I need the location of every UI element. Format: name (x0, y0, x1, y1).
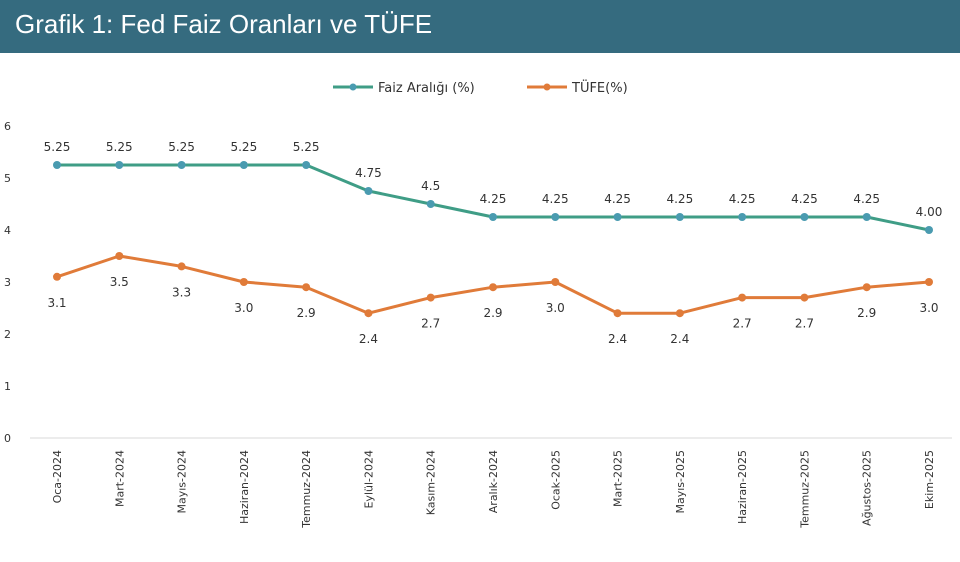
x-tick-label: Aralık-2024 (487, 450, 500, 513)
data-label: 2.9 (297, 306, 316, 320)
data-label: 2.7 (795, 317, 814, 331)
data-point (426, 200, 435, 208)
y-tick-label: 4 (4, 224, 11, 237)
data-label: 2.7 (421, 317, 440, 331)
y-tick-label: 0 (4, 432, 11, 445)
data-point (115, 161, 124, 169)
y-tick-label: 5 (4, 172, 11, 185)
data-label: 4.00 (916, 205, 943, 219)
x-tick-label: Mart-2025 (612, 450, 625, 507)
chart-title: Grafik 1: Fed Faiz Oranları ve TÜFE (15, 9, 433, 39)
data-label: 4.25 (480, 192, 507, 206)
data-point (551, 213, 560, 221)
data-point (302, 283, 311, 292)
data-label: 2.9 (483, 306, 502, 320)
y-tick-label: 1 (4, 380, 11, 393)
data-label: 4.75 (355, 166, 382, 180)
x-tick-label: Eylül-2024 (362, 450, 375, 509)
data-point (800, 213, 809, 221)
data-label: 4.25 (729, 192, 756, 206)
data-label: 5.25 (44, 140, 71, 154)
data-label: 4.25 (604, 192, 631, 206)
data-point (738, 213, 747, 221)
data-point (551, 278, 560, 286)
data-point (738, 293, 747, 302)
data-label: 2.9 (857, 306, 876, 320)
legend-marker-1 (543, 83, 551, 91)
data-point (53, 272, 61, 281)
data-label: 4.25 (791, 192, 818, 206)
data-label: 5.25 (293, 140, 320, 154)
data-point (675, 213, 684, 221)
data-label: 3.0 (919, 301, 938, 315)
data-point (675, 309, 684, 318)
legend-label-0: Faiz Aralığı (%) (378, 81, 475, 96)
title-bar: Grafik 1: Fed Faiz Oranları ve TÜFE (0, 0, 960, 53)
data-label: 5.25 (230, 140, 257, 154)
y-tick-label: 3 (4, 276, 11, 289)
y-tick-label: 6 (4, 120, 11, 133)
x-tick-label: Mayıs-2025 (674, 450, 687, 514)
data-point (177, 161, 186, 169)
data-label: 2.4 (670, 332, 689, 346)
data-point (426, 293, 435, 302)
data-point (925, 278, 933, 286)
data-point (800, 293, 809, 302)
x-tick-label: Mayıs-2024 (176, 450, 189, 514)
data-point (862, 213, 871, 221)
legend-marker-0 (349, 83, 357, 91)
data-label: 4.25 (542, 192, 569, 206)
data-point (53, 161, 61, 169)
data-label: 2.4 (608, 332, 627, 346)
data-point (115, 252, 124, 260)
data-point (613, 309, 622, 318)
data-point (489, 283, 497, 292)
y-tick-label: 2 (4, 328, 11, 341)
data-label: 3.1 (47, 296, 66, 310)
x-tick-label: Oca-2024 (51, 450, 64, 503)
data-point (364, 309, 373, 318)
data-label: 2.7 (733, 317, 752, 331)
data-label: 4.5 (421, 179, 440, 193)
data-label: 3.0 (234, 301, 253, 315)
x-tick-label: Temmuz-2025 (798, 450, 811, 529)
x-tick-label: Temmuz-2024 (300, 450, 313, 529)
data-point (177, 262, 186, 271)
data-point (239, 278, 248, 286)
data-point (239, 161, 248, 169)
data-label: 4.25 (666, 192, 693, 206)
data-point (925, 226, 933, 234)
data-label: 3.5 (110, 275, 129, 289)
legend-label-1: TÜFE(%) (571, 79, 628, 96)
data-label: 5.25 (106, 140, 133, 154)
x-tick-label: Ekim-2025 (923, 450, 936, 509)
x-tick-label: Kasım-2024 (425, 450, 438, 515)
data-label: 5.25 (168, 140, 195, 154)
x-tick-label: Ağustos-2025 (861, 450, 874, 526)
data-point (862, 283, 871, 292)
data-label: 4.25 (853, 192, 880, 206)
data-label: 3.0 (546, 301, 565, 315)
data-label: 2.4 (359, 332, 378, 346)
x-tick-label: Ocak-2025 (549, 450, 562, 510)
x-tick-label: Mart-2024 (113, 450, 126, 507)
data-point (489, 213, 497, 221)
data-point (613, 213, 622, 221)
x-tick-label: Haziran-2025 (736, 450, 749, 524)
data-point (364, 187, 373, 195)
data-label: 3.3 (172, 285, 191, 299)
data-point (302, 161, 311, 169)
x-tick-label: Haziran-2024 (238, 450, 251, 524)
